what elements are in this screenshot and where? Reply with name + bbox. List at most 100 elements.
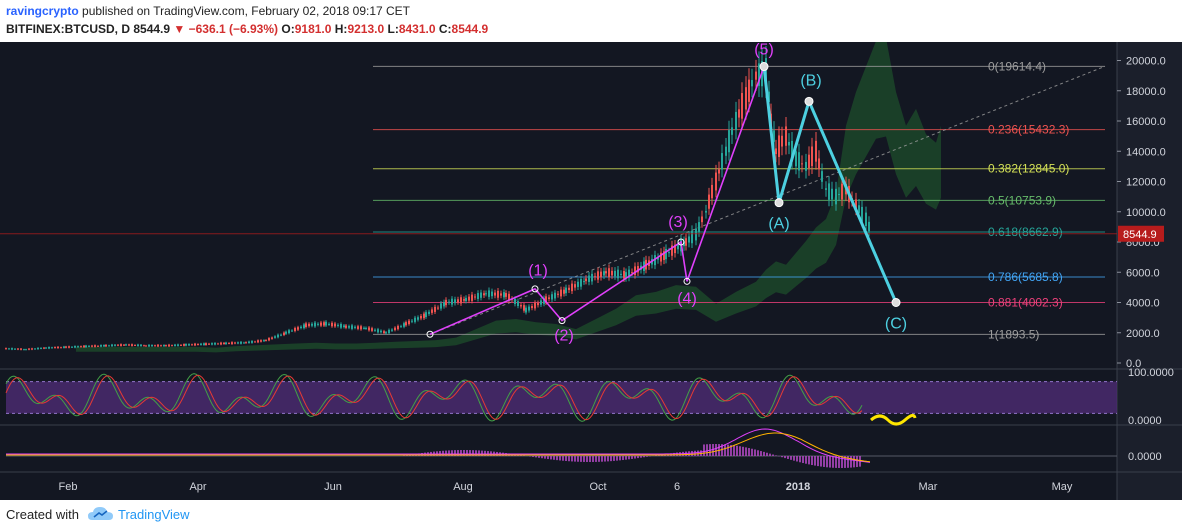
candle-body	[308, 323, 310, 327]
x-axis-label: Jun	[324, 481, 342, 493]
macd-histogram-bar	[763, 451, 765, 456]
candle-body	[217, 343, 219, 345]
candle-body	[585, 278, 587, 282]
macd-histogram-bar	[766, 452, 768, 456]
fib-level-label: 0.618(8662.9)	[988, 225, 1063, 239]
close-value: 8544.9	[451, 22, 489, 36]
candle-body	[711, 184, 713, 199]
candle-body	[597, 271, 599, 280]
candle-body	[294, 327, 296, 332]
candle-body	[628, 269, 630, 278]
candle-body	[68, 346, 70, 348]
candle-body	[268, 338, 270, 341]
candle-body	[738, 109, 740, 118]
macd-histogram-bar	[613, 456, 615, 461]
wave-label: (4)	[677, 290, 697, 307]
macd-histogram-bar	[544, 456, 546, 459]
high-label: H:	[334, 22, 348, 36]
low-value: 8431.0	[398, 22, 436, 36]
y-tick-label: 2000.0	[1126, 328, 1160, 340]
candle-body	[251, 340, 253, 343]
macd-histogram-bar	[550, 456, 552, 460]
candle-body	[60, 347, 62, 349]
stoch-rsi-d-line	[5, 374, 863, 421]
publish-info: ravingcrypto published on TradingView.co…	[6, 4, 410, 18]
macd-histogram-bar	[826, 456, 828, 468]
candle-body	[65, 346, 67, 348]
candle-body	[37, 347, 39, 350]
candle-body	[394, 327, 396, 331]
candle-body	[148, 344, 150, 347]
tradingview-link[interactable]: TradingView	[118, 507, 190, 522]
candle-body	[735, 111, 737, 131]
candle-body	[85, 345, 87, 348]
candle-body	[34, 348, 36, 350]
candle-body	[534, 302, 536, 309]
candle-body	[243, 342, 245, 344]
candle-body	[151, 344, 153, 347]
footer: Created with TradingView	[0, 500, 1182, 531]
candle-body	[323, 322, 325, 326]
candle-body	[54, 347, 56, 349]
wave-point	[531, 285, 539, 293]
candle-body	[778, 135, 780, 157]
candle-body	[365, 327, 367, 329]
wave-label: (C)	[885, 316, 907, 333]
close-label: C:	[438, 22, 452, 36]
candle-body	[145, 345, 147, 347]
candle-body	[835, 188, 837, 205]
macd-histogram-bar	[559, 456, 561, 461]
macd-histogram-bar	[535, 456, 537, 458]
candle-body	[223, 342, 225, 345]
candle-body	[514, 298, 516, 305]
candle-body	[348, 326, 350, 328]
stoch-rsi-band	[6, 381, 1117, 414]
candle-body	[263, 340, 265, 342]
macd-histogram-bar	[850, 456, 852, 468]
last-price-badge	[1118, 225, 1164, 242]
candle-body	[801, 163, 803, 165]
candle-body	[125, 344, 127, 346]
chart-canvas[interactable]: 0.02000.04000.06000.08000.010000.012000.…	[0, 42, 1182, 500]
candle-body	[591, 273, 593, 282]
author-link[interactable]: ravingcrypto	[6, 4, 79, 18]
candle-body	[185, 344, 187, 346]
macd-histogram-bar	[625, 456, 627, 460]
macd-histogram-bar	[580, 456, 582, 462]
candle-body	[525, 307, 527, 313]
candle-body	[468, 296, 470, 301]
macd-histogram-bar	[637, 456, 639, 459]
macd-histogram-bar	[727, 444, 729, 456]
open-label: O:	[281, 22, 295, 36]
macd-histogram-bar	[832, 456, 834, 468]
candle-body	[428, 311, 430, 314]
wave-point	[426, 330, 434, 338]
candle-body	[411, 320, 413, 322]
symbol-label: BITFINEX:BTCUSD, D	[6, 22, 130, 36]
candle-body	[768, 91, 770, 102]
wave-point	[683, 277, 691, 285]
fib-level-label: 0.786(5685.8)	[988, 270, 1063, 284]
macd-histogram-bar	[697, 450, 699, 456]
candle-body	[280, 334, 282, 336]
symbol-info: BITFINEX:BTCUSD, D 8544.9 ▼ −636.1 (−6.9…	[6, 22, 488, 36]
candle-body	[31, 348, 33, 350]
candle-body	[105, 344, 107, 347]
candle-body	[668, 252, 670, 254]
candle-body	[208, 343, 210, 345]
candle-body	[463, 299, 465, 301]
macd-histogram-bar	[712, 444, 714, 456]
wave-label: (B)	[800, 72, 821, 89]
candle-body	[440, 303, 442, 309]
candle-body	[228, 342, 230, 344]
candle-body	[637, 266, 639, 273]
candle-body	[568, 287, 570, 291]
candle-body	[265, 340, 267, 342]
candle-body	[171, 345, 173, 347]
candle-body	[123, 344, 125, 346]
macd-histogram-bar	[643, 456, 645, 458]
x-axis-label: 2018	[786, 481, 810, 493]
macd-histogram-bar	[583, 456, 585, 462]
candle-body	[457, 299, 459, 303]
candle-body	[360, 326, 362, 330]
